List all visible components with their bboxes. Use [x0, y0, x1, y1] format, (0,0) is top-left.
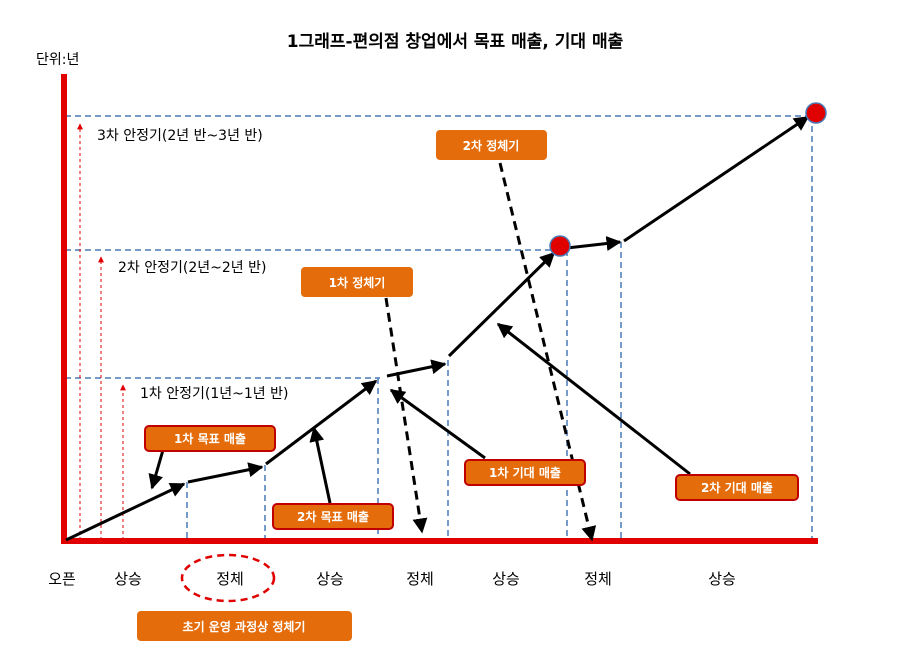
stage-label-stagnation-1: 정체 — [216, 570, 244, 588]
early-stagnation-highlight — [180, 553, 276, 603]
callout-target2-box — [272, 503, 394, 530]
growth-segment-1 — [65, 482, 186, 542]
callout-stagnation1-label: 1차 정체기 — [329, 275, 386, 290]
stage-label-stagnation-2: 정체 — [406, 570, 434, 588]
sales-growth-path — [65, 115, 810, 542]
unit-label: 단위:년 — [36, 52, 79, 68]
callout-expected1: 1차 기대 매출 — [464, 459, 586, 486]
bottom-stage-labels: 오픈 상승 정체 상승 정체 상승 정체 상승 — [48, 570, 736, 588]
stage-label-rise-2: 상승 — [316, 570, 344, 588]
callout-pointers — [148, 322, 691, 504]
callout-stagnation1-box — [301, 267, 413, 297]
stage-label-stagnation-3: 정체 — [584, 570, 612, 588]
callout-early: 초기 운영 과정상 정체기 — [137, 611, 352, 641]
growth-segment-5 — [447, 251, 556, 358]
growth-segment-2 — [187, 462, 264, 484]
stagnation1-arrow — [384, 297, 428, 534]
target1-pointer — [148, 449, 165, 490]
expected2-pointer — [496, 322, 691, 476]
callout-target1: 1차 목표 매출 — [144, 425, 276, 452]
expected-sales-marker-2 — [805, 102, 827, 124]
diagram-title: 1그래프-편의점 창업에서 목표 매출, 기대 매출 — [287, 32, 624, 52]
callout-expected1-box — [464, 459, 586, 486]
callout-stagnation1: 1차 정체기 — [301, 267, 413, 297]
vertical-guides — [186, 116, 813, 540]
phase-label-first: 1차 안정기(1년~1년 반) — [140, 386, 288, 402]
stage-label-open: 오픈 — [48, 570, 76, 588]
horizontal-guides — [65, 115, 812, 379]
stage-label-rise-1: 상승 — [114, 570, 142, 588]
callout-early-label: 초기 운영 과정상 정체기 — [183, 619, 306, 634]
expected1-pointer — [389, 388, 486, 460]
expected-sales-marker-1 — [549, 235, 571, 257]
callout-expected2-box — [675, 474, 799, 501]
callout-stagnation2-label: 2차 정체기 — [463, 138, 520, 153]
growth-segment-6 — [566, 236, 622, 251]
callout-early-box — [137, 611, 352, 641]
callout-stagnation2: 2차 정체기 — [436, 130, 547, 160]
stage-label-rise-3: 상승 — [492, 570, 520, 588]
callout-expected2-label: 2차 기대 매출 — [701, 480, 773, 495]
growth-segment-3 — [265, 379, 378, 466]
callout-expected2: 2차 기대 매출 — [675, 474, 799, 501]
stage-label-rise-4: 상승 — [708, 570, 736, 588]
callout-target2-label: 2차 목표 매출 — [297, 509, 369, 524]
callout-expected1-label: 1차 기대 매출 — [489, 465, 561, 480]
target2-pointer — [309, 426, 332, 504]
growth-segment-7 — [623, 115, 810, 243]
phase-label-second: 2차 안정기(2년~2년 반) — [118, 260, 266, 276]
callout-target1-label: 1차 목표 매출 — [174, 431, 246, 446]
callout-target1-box — [144, 425, 276, 452]
callout-stagnation2-box — [436, 130, 547, 160]
phase-label-third: 3차 안정기(2년 반~3년 반) — [97, 128, 263, 144]
callout-target2: 2차 목표 매출 — [272, 503, 394, 530]
phase-height-arrows — [77, 123, 126, 540]
